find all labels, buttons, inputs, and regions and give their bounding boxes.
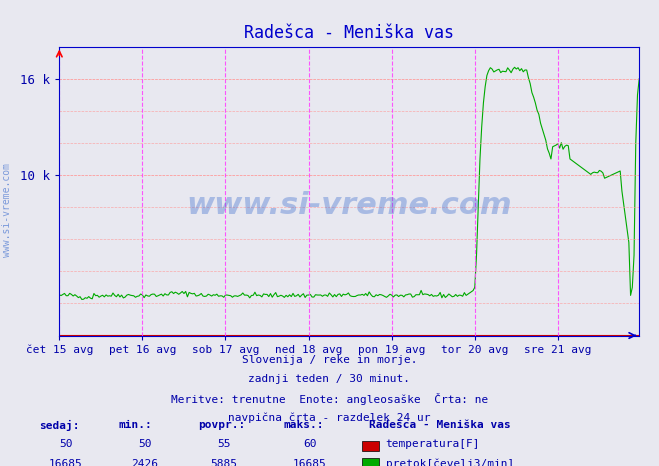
- Text: min.:: min.:: [119, 420, 152, 430]
- Text: zadnji teden / 30 minut.: zadnji teden / 30 minut.: [248, 374, 411, 384]
- Text: 5885: 5885: [211, 459, 237, 466]
- Text: povpr.:: povpr.:: [198, 420, 245, 430]
- Text: navpična črta - razdelek 24 ur: navpična črta - razdelek 24 ur: [228, 413, 431, 423]
- Text: www.si-vreme.com: www.si-vreme.com: [1, 163, 12, 257]
- Text: Radešca - Meniška vas: Radešca - Meniška vas: [369, 420, 511, 430]
- Title: Radešca - Meniška vas: Radešca - Meniška vas: [244, 24, 454, 42]
- Text: temperatura[F]: temperatura[F]: [386, 439, 480, 449]
- Text: 2426: 2426: [132, 459, 158, 466]
- Text: pretok[čevelj3/min]: pretok[čevelj3/min]: [386, 459, 514, 466]
- Text: 16685: 16685: [293, 459, 327, 466]
- Text: 50: 50: [59, 439, 72, 449]
- Text: maks.:: maks.:: [283, 420, 324, 430]
- Text: Meritve: trenutne  Enote: angleosaške  Črta: ne: Meritve: trenutne Enote: angleosaške Črt…: [171, 393, 488, 405]
- FancyBboxPatch shape: [362, 440, 379, 452]
- FancyBboxPatch shape: [362, 458, 379, 466]
- Text: 60: 60: [303, 439, 316, 449]
- Text: Slovenija / reke in morje.: Slovenija / reke in morje.: [242, 355, 417, 364]
- Text: www.si-vreme.com: www.si-vreme.com: [186, 191, 512, 220]
- Text: 55: 55: [217, 439, 231, 449]
- Text: sedaj:: sedaj:: [40, 420, 80, 431]
- Text: 50: 50: [138, 439, 152, 449]
- Text: 16685: 16685: [49, 459, 83, 466]
